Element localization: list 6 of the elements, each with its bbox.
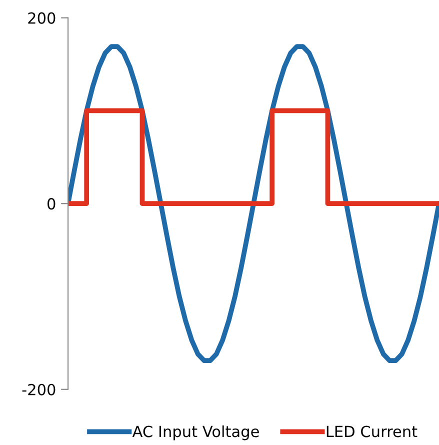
legend-label: LED Current <box>326 426 418 438</box>
y-tick-label: 200 <box>28 12 56 24</box>
legend-label: AC Input Voltage <box>132 425 259 440</box>
y-tick-label: -200 <box>22 384 56 396</box>
y-tick-label: 0 <box>48 198 56 210</box>
line-series <box>68 44 439 364</box>
